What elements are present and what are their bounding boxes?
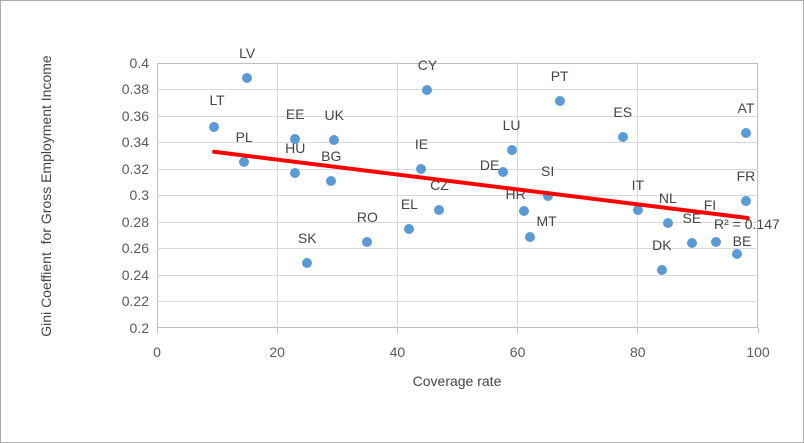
data-point-CY — [422, 84, 433, 95]
point-label-LT: LT — [209, 91, 225, 108]
y-tick-label-0.24: 0.24 — [121, 266, 149, 283]
data-point-AT — [740, 128, 751, 139]
data-point-IT — [632, 205, 643, 216]
data-point-FR — [740, 195, 751, 206]
point-label-RO: RO — [356, 208, 378, 225]
point-label-LV: LV — [239, 44, 256, 61]
point-label-NL: NL — [658, 190, 677, 207]
gridline-h-0.36 — [157, 115, 758, 117]
point-label-BG: BG — [321, 147, 342, 164]
x-tick-mark-60 — [517, 328, 519, 333]
point-label-SI: SI — [541, 162, 555, 179]
r-squared-label: R² = 0.147 — [714, 216, 780, 232]
y-tick-label-0.38: 0.38 — [121, 81, 149, 97]
point-label-ES: ES — [613, 104, 633, 121]
x-tick-label-100: 100 — [746, 344, 770, 360]
x-tick-label-60: 60 — [509, 344, 526, 360]
gridline-h-0.26 — [157, 248, 758, 249]
point-label-FR: FR — [736, 167, 756, 184]
point-label-LU: LU — [502, 117, 521, 134]
data-point-MT — [524, 231, 535, 242]
data-point-ES — [617, 132, 628, 143]
y-tick-label-0.26: 0.26 — [121, 240, 149, 256]
point-label-EE: EE — [285, 105, 305, 122]
data-point-DK — [656, 264, 667, 275]
x-tick-label-40: 40 — [389, 344, 406, 360]
point-label-CZ: CZ — [430, 177, 449, 194]
x-tick-mark-0 — [156, 328, 158, 333]
data-point-UK — [329, 134, 340, 145]
y-tick-label-0.32: 0.32 — [121, 160, 149, 177]
data-point-SE — [686, 238, 697, 249]
point-label-PT: PT — [550, 68, 569, 85]
y-tick-label-0.4: 0.4 — [129, 54, 149, 71]
data-point-EL — [404, 223, 415, 234]
x-tick-label-0: 0 — [153, 344, 161, 360]
point-label-UK: UK — [324, 106, 344, 123]
data-point-RO — [362, 236, 373, 247]
x-tick-mark-20 — [276, 328, 278, 333]
point-label-DE: DE — [479, 156, 500, 173]
point-label-AT: AT — [737, 100, 755, 117]
y-axis-title: Gini Coeffient for Gross Employment Inco… — [38, 55, 54, 337]
data-point-LV — [242, 72, 253, 83]
data-point-FI — [710, 236, 721, 247]
y-tick-label-0.28: 0.28 — [121, 213, 149, 230]
data-point-EE — [290, 133, 301, 144]
point-label-SK: SK — [297, 230, 317, 247]
point-label-FI: FI — [703, 196, 717, 213]
point-label-DK: DK — [652, 236, 672, 253]
x-tick-mark-40 — [396, 328, 398, 333]
data-point-PT — [554, 96, 565, 107]
x-axis-title: Coverage rate — [412, 373, 502, 389]
data-point-LU — [506, 145, 517, 156]
gridline-h-0.34 — [157, 142, 758, 143]
data-point-LT — [209, 121, 220, 132]
point-label-IE: IE — [414, 136, 429, 152]
gridline-h-0.32 — [157, 168, 758, 170]
y-tick-label-0.2: 0.2 — [129, 319, 149, 336]
gridline-h-0.24 — [157, 274, 758, 276]
x-tick-mark-80 — [637, 328, 639, 333]
data-point-SK — [302, 258, 313, 269]
gridline-v-20 — [276, 63, 278, 328]
y-tick-label-0.3: 0.3 — [129, 187, 149, 203]
data-point-SI — [542, 190, 553, 201]
x-tick-label-80: 80 — [630, 344, 646, 360]
x-tick-label-20: 20 — [269, 344, 285, 360]
point-label-HR: HR — [505, 186, 526, 203]
gridline-h-0.22 — [157, 301, 758, 302]
data-point-NL — [662, 218, 673, 229]
y-tick-label-0.34: 0.34 — [121, 134, 149, 150]
gridline-h-0.28 — [157, 221, 758, 223]
point-label-PL: PL — [235, 129, 253, 146]
y-tick-label-0.36: 0.36 — [121, 107, 149, 124]
data-point-BE — [731, 248, 742, 259]
gridline-h-0.38 — [157, 89, 758, 90]
x-tick-mark-100 — [757, 328, 759, 333]
point-label-EL: EL — [400, 195, 418, 212]
point-label-CY: CY — [417, 56, 438, 73]
point-label-BE: BE — [732, 232, 752, 249]
point-label-MT: MT — [536, 212, 557, 229]
y-tick-label-0.22: 0.22 — [121, 293, 149, 309]
